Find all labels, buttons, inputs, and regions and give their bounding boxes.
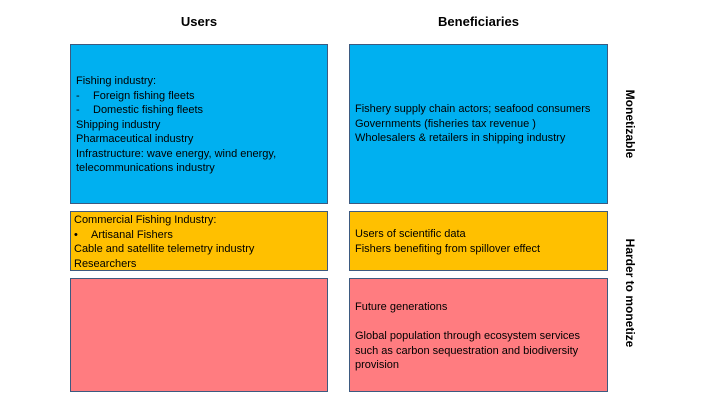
beneficiaries-column-header: Beneficiaries — [438, 14, 519, 29]
beneficiaries-monetizable-box: Fishery supply chain actors; seafood con… — [349, 44, 608, 204]
users-monetizable-box: Fishing industry: - Foreign fishing fleet… — [70, 44, 328, 204]
list-item: - Foreign fishing fleets — [76, 89, 195, 102]
list-item: Users of scientific data — [355, 228, 466, 240]
list-item: Cable and satellite telemetry industry — [74, 243, 255, 255]
list-item: Pharmaceutical industry — [76, 133, 194, 145]
list-item: provision — [355, 359, 400, 371]
list-item: Future generations — [355, 301, 448, 313]
list-item: Fishery supply chain actors; seafood con… — [355, 103, 591, 115]
users-harder-box — [70, 278, 328, 392]
list-item: Shipping industry — [76, 118, 161, 131]
beneficiaries-harder-box: Future generations Global population thr… — [349, 278, 608, 392]
list-item: Fishers benefiting from spillover effect — [355, 242, 541, 255]
list-item: - Domestic fishing fleets — [76, 104, 204, 116]
monetizable-side-label: Monetizable — [623, 89, 637, 159]
list-item: such as carbon sequestration and biodive… — [355, 344, 579, 357]
list-item: Researchers — [74, 257, 137, 270]
users-middle-box: Commercial Fishing Industry: • Artisanal … — [70, 211, 328, 271]
list-item: Wholesalers & retailers in shipping indu… — [355, 132, 566, 144]
list-item: Global population through ecosystem serv… — [355, 330, 581, 342]
dot-bullet: • — [74, 228, 78, 241]
users-middle-heading: Commercial Fishing Industry: — [74, 214, 217, 226]
harder-to-monetize-side-label: Harder to monetize — [623, 238, 637, 348]
beneficiaries-middle-box: Users of scientific data Fishers benefit… — [349, 211, 608, 271]
dash-bullet: - — [76, 89, 80, 102]
list-item: Governments (fisheries tax revenue ) — [355, 117, 536, 130]
list-item: • Artisanal Fishers — [74, 228, 173, 241]
users-column-header: Users — [180, 14, 218, 29]
list-item: Infrastructure: wave energy, wind energy… — [76, 147, 277, 160]
list-item: telecommunications industry — [76, 162, 215, 174]
dash-bullet: - — [76, 104, 80, 116]
users-monetizable-heading: Fishing industry: — [76, 75, 157, 87]
